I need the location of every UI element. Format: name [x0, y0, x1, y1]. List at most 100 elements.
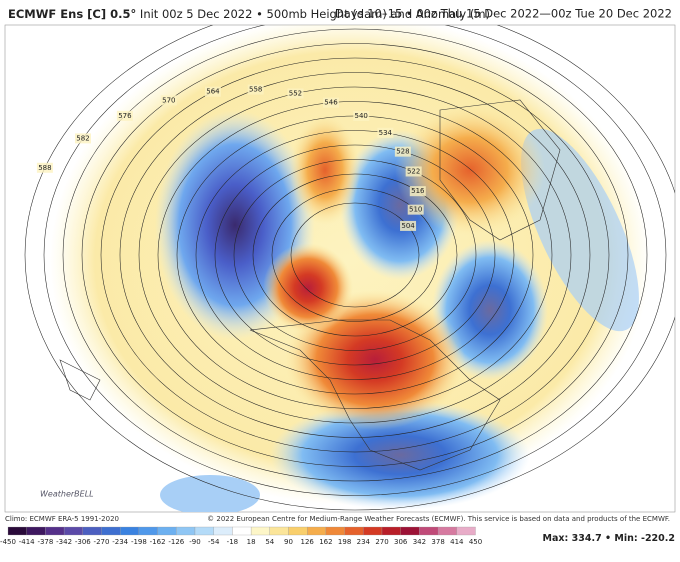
- contour-label: 564: [206, 88, 220, 96]
- colorbar-label: -306: [75, 538, 91, 546]
- header-subtitle: Init 00z 5 Dec 2022 • 500mb Height (dam)…: [140, 7, 490, 21]
- contours: 588 582 576 570 564 558 552 546 540 534 528 522 516 5…: [24, 25, 675, 511]
- colorbar-cell: [157, 526, 177, 536]
- colorbar-label: 162: [319, 538, 332, 546]
- contour-label: 576: [118, 112, 132, 120]
- contour-label: 552: [289, 90, 302, 98]
- colorbar-cell: [138, 526, 158, 536]
- colorbar-label: 270: [375, 538, 388, 546]
- height-contour: [252, 173, 458, 337]
- colorbar-label: -342: [56, 538, 72, 546]
- height-contour: [233, 159, 477, 351]
- height-contour: [157, 101, 553, 409]
- colorbar-label: 414: [450, 538, 464, 546]
- colorbar-label: 234: [357, 538, 371, 546]
- colorbar-cell: [7, 526, 27, 536]
- stats-separator: •: [605, 533, 611, 544]
- contour-label-bg: [400, 220, 417, 231]
- colorbar-cell: [232, 526, 252, 536]
- colorbar-cell: [363, 526, 383, 536]
- colorbar-label: -198: [131, 538, 147, 546]
- contour-label: 510: [409, 206, 422, 214]
- anomaly-negative: [521, 128, 639, 332]
- contour-label-bg: [409, 186, 426, 197]
- height-contour: [119, 72, 591, 438]
- stats: Max: 334.7 • Min: -220.2: [543, 533, 675, 544]
- colorbar-label: -54: [208, 538, 220, 546]
- height-contour: [290, 202, 420, 308]
- colorbar-cell: [250, 526, 270, 536]
- colorbar-label: 126: [301, 538, 315, 546]
- contour-label: 504: [401, 222, 415, 230]
- logo: WeatherBELL: [40, 490, 94, 499]
- anomaly-positive: [263, 243, 353, 333]
- height-contour: [81, 43, 629, 467]
- colorbar-label: -18: [227, 538, 238, 546]
- colorbar-label: 198: [338, 538, 351, 546]
- height-contour: [195, 130, 515, 380]
- header-title: ECMWF Ens [C] 0.5°: [8, 7, 136, 21]
- header-valid: Days 10–15 • 00z Thu 15 Dec 2022—00z Tue…: [335, 7, 672, 21]
- contour-label-bg: [247, 84, 264, 95]
- colorbar-cell: [101, 526, 121, 536]
- colorbar-cell: [45, 526, 65, 536]
- contour-label: 546: [324, 99, 338, 107]
- contour-label: 582: [76, 134, 89, 142]
- coastlines: [59, 99, 561, 471]
- colorbar-label: -234: [112, 538, 128, 546]
- colorbar-label: -414: [19, 538, 35, 546]
- colorbar-label: -378: [37, 538, 53, 546]
- colorbar-cell: [456, 526, 476, 536]
- colorbar-cell: [288, 526, 308, 536]
- colorbar-label: 54: [265, 538, 274, 546]
- anomaly-positive: [290, 115, 360, 225]
- contour-label: 558: [249, 86, 262, 94]
- map: 588 582 576 570 564 558 552 546 540 534 528 522 516 5…: [24, 25, 675, 512]
- contour-label-bg: [353, 111, 370, 122]
- contour-label-bg: [407, 204, 424, 215]
- colorbar-label: -450: [0, 538, 16, 546]
- height-contour: [100, 57, 610, 453]
- header-left: ECMWF Ens [C] 0.5° Init 00z 5 Dec 2022 •…: [8, 7, 490, 21]
- colorbar-label: 306: [394, 538, 408, 546]
- contour-label-bg: [74, 133, 91, 144]
- colorbar-label: -90: [189, 538, 200, 546]
- max-value: 334.7: [572, 533, 602, 544]
- contour-label-bg: [116, 110, 133, 121]
- colorbar-cell: [82, 526, 102, 536]
- contour-label: 570: [162, 96, 175, 104]
- colorbar: -450 -414 -378 -342 -306 -270 -234 -198 -162 -126…: [0, 526, 482, 546]
- colorbar-cell: [325, 526, 345, 536]
- colorbar-cell: [344, 526, 364, 536]
- contour-label: 588: [38, 164, 51, 172]
- height-contour: [271, 188, 439, 322]
- colorbar-label: 18: [247, 538, 256, 546]
- height-contour: [138, 86, 572, 424]
- colorbar-label: -162: [150, 538, 166, 546]
- colorbar-cell: [400, 526, 420, 536]
- colorbar-cell: [176, 526, 196, 536]
- min-label: Min:: [614, 533, 637, 544]
- height-contour: [24, 25, 675, 511]
- colorbar-label: 342: [413, 538, 426, 546]
- max-label: Max:: [543, 533, 569, 544]
- height-contour: [62, 28, 648, 482]
- contour-label-bg: [160, 95, 177, 106]
- colorbar-cell: [269, 526, 289, 536]
- colorbar-cell: [26, 526, 46, 536]
- contour-label-bg: [377, 127, 394, 138]
- footer-climo: Climo: ECMWF ERA-5 1991-2020: [5, 515, 119, 523]
- height-contour: [43, 25, 667, 496]
- contour-label: 528: [396, 148, 409, 156]
- contour-label-bg: [405, 166, 422, 177]
- contour-label-bg: [204, 86, 221, 97]
- colorbar-cell: [63, 526, 83, 536]
- height-contour: [214, 144, 496, 366]
- footer-copyright: © 2022 European Centre for Medium-Range …: [207, 515, 670, 523]
- colorbar-cell: [381, 526, 401, 536]
- contour-label-bg: [394, 146, 411, 157]
- colorbar-cell: [419, 526, 439, 536]
- contour-label-bg: [322, 97, 339, 108]
- anomaly-negative: [160, 475, 260, 512]
